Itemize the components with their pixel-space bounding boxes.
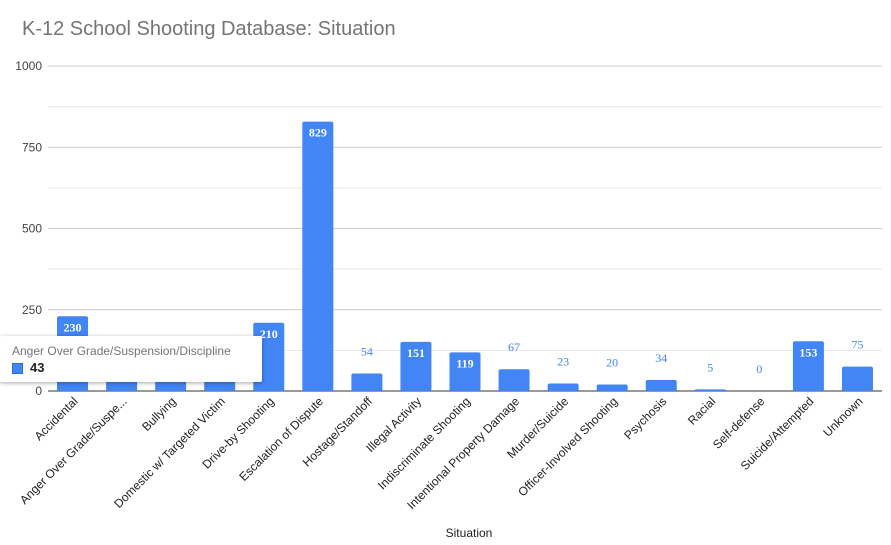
bar[interactable] <box>841 366 873 391</box>
tooltip-series-swatch <box>12 363 23 374</box>
data-label: 67 <box>508 340 520 354</box>
bar[interactable] <box>351 373 383 391</box>
bar[interactable] <box>400 341 432 391</box>
x-tick-label: Indiscriminate Shooting <box>375 394 473 492</box>
bar[interactable] <box>547 383 579 391</box>
x-tick-label: Accidental <box>32 394 81 443</box>
data-label: 119 <box>456 356 473 370</box>
bars <box>57 121 873 392</box>
bar[interactable] <box>498 369 530 391</box>
data-labels: 230 210 829 54 151 119 67 23 20 34 5 0 153 75 <box>64 126 864 376</box>
bar[interactable] <box>645 379 677 391</box>
y-tick-labels: 0 250 500 750 1000 <box>15 59 42 398</box>
bar[interactable] <box>449 352 481 391</box>
y-tick-label: 250 <box>22 303 42 317</box>
x-tick-label: Psychosis <box>621 394 669 442</box>
data-label: 230 <box>64 320 82 334</box>
data-label: 151 <box>407 346 425 360</box>
y-tick-label: 750 <box>22 140 42 154</box>
y-tick-label: 1000 <box>15 59 42 73</box>
data-label: 20 <box>606 356 618 370</box>
x-axis-title: Situation <box>446 526 493 540</box>
tooltip: Anger Over Grade/Suspension/Discipline 4… <box>0 336 262 382</box>
x-tick-label: Unknown <box>820 394 865 439</box>
x-tick-label: Escalation of Dispute <box>236 394 326 484</box>
bar[interactable] <box>302 121 334 391</box>
data-label: 210 <box>260 327 278 341</box>
x-tick-label: Racial <box>685 394 718 427</box>
tooltip-value: 43 <box>30 360 45 375</box>
data-label: 75 <box>851 338 863 352</box>
data-label: 54 <box>361 344 373 358</box>
chart-title: K-12 School Shooting Database: Situation <box>22 18 396 40</box>
x-tick-label: Officer-Involved Shooting <box>515 394 620 499</box>
tooltip-label: Anger Over Grade/Suspension/Discipline <box>12 344 231 358</box>
bar[interactable] <box>694 389 726 391</box>
data-label: 153 <box>799 345 817 359</box>
x-tick-label: Bullying <box>139 394 179 434</box>
data-label: 5 <box>707 360 713 374</box>
y-tick-label: 500 <box>22 222 42 236</box>
data-label: 23 <box>557 355 569 369</box>
bar[interactable] <box>596 384 628 392</box>
data-label: 0 <box>756 362 762 376</box>
y-tick-label: 0 <box>35 384 42 398</box>
data-label: 34 <box>655 351 667 365</box>
bar[interactable] <box>792 341 824 391</box>
data-label: 829 <box>309 126 327 140</box>
